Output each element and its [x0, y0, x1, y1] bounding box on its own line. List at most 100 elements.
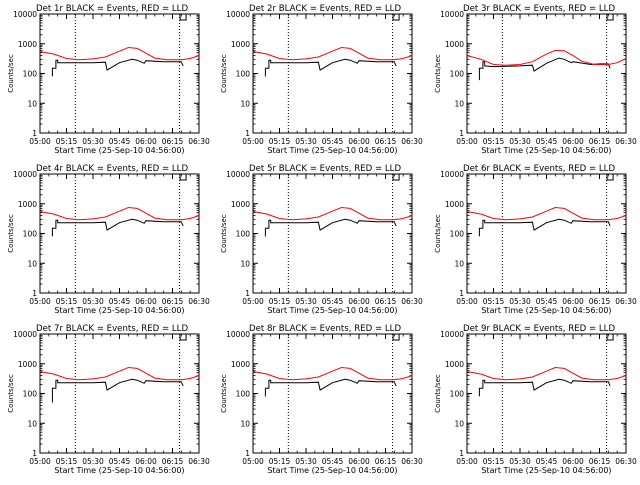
y-tick-label: 1: [32, 129, 37, 138]
x-axis-label: Start Time (25-Sep-10 04:56:00): [54, 466, 184, 475]
y-axis-label: Counts/sec: [7, 374, 15, 413]
y-axis-label: Counts/sec: [434, 214, 442, 253]
chart-title: Det 5r BLACK = Events, RED = LLD: [249, 164, 401, 174]
lld-line: [252, 206, 413, 221]
plot-frame: [39, 173, 200, 294]
y-tick-label: 10000: [440, 10, 464, 19]
x-tick-label: 05:15: [269, 457, 291, 466]
x-tick-label: 05:15: [269, 137, 291, 146]
y-tick-label: 100: [23, 230, 38, 239]
y-tick-label: 10: [240, 99, 250, 108]
x-tick-label: 05:45: [109, 137, 131, 146]
x-axis-label: Start Time (25-Sep-10 04:56:00): [481, 306, 611, 315]
y-tick-label: 1000: [445, 40, 464, 49]
y-tick-label: 10000: [440, 170, 464, 179]
x-axis-label: Start Time (25-Sep-10 04:56:00): [267, 466, 397, 475]
chart-title: Det 6r BLACK = Events, RED = LLD: [463, 164, 615, 174]
events-line: [478, 57, 611, 81]
x-tick-label: 05:45: [322, 297, 344, 306]
y-tick-label: 1000: [18, 40, 37, 49]
y-tick-label: 10000: [13, 170, 37, 179]
y-tick-label: 10000: [13, 10, 37, 19]
chart-panel-6: Det 6r BLACK = Events, RED = LLD 1 10 100 10…: [434, 164, 637, 315]
chart-panel-9: Det 9r BLACK = Events, RED = LLD 1 10 100 10…: [434, 324, 637, 475]
x-tick-label: 06:00: [562, 137, 584, 146]
y-tick-label: 100: [450, 70, 465, 79]
y-tick-label: 1000: [231, 200, 250, 209]
y-tick-label: 100: [236, 70, 251, 79]
x-tick-label: 06:15: [375, 137, 397, 146]
y-axis-label: Counts/sec: [220, 54, 228, 93]
events-line: [264, 218, 397, 237]
x-tick-label: 05:30: [82, 137, 104, 146]
lld-line: [39, 206, 200, 221]
x-tick-label: 05:45: [109, 297, 131, 306]
y-tick-label: 100: [450, 390, 465, 399]
plot-frame: [252, 13, 413, 134]
x-tick-label: 05:30: [509, 137, 531, 146]
x-tick-label: 05:15: [56, 297, 78, 306]
plot-frame: [466, 173, 627, 294]
y-tick-label: 10: [240, 259, 250, 268]
x-tick-label: 05:00: [242, 457, 264, 466]
y-tick-label: 1000: [18, 200, 37, 209]
interval-marker: [179, 14, 187, 21]
y-tick-label: 10: [240, 419, 250, 428]
chart-panel-8: Det 8r BLACK = Events, RED = LLD 1 10 100 10…: [220, 324, 423, 475]
chart-title: Det 9r BLACK = Events, RED = LLD: [463, 324, 615, 334]
events-line: [478, 218, 611, 237]
x-tick-label: 06:00: [348, 457, 370, 466]
x-tick-label: 06:15: [589, 137, 611, 146]
lld-line: [39, 366, 200, 381]
y-tick-label: 1: [245, 289, 250, 298]
x-tick-label: 06:30: [615, 137, 637, 146]
x-tick-label: 05:15: [56, 137, 78, 146]
x-tick-label: 06:00: [562, 297, 584, 306]
x-tick-label: 06:30: [615, 457, 637, 466]
chart-title: Det 4r BLACK = Events, RED = LLD: [36, 164, 188, 174]
chart-title: Det 1r BLACK = Events, RED = LLD: [36, 4, 188, 14]
x-tick-label: 06:30: [615, 297, 637, 306]
interval-marker: [179, 334, 187, 341]
x-axis-label: Start Time (25-Sep-10 04:56:00): [54, 146, 184, 155]
x-tick-label: 05:00: [242, 297, 264, 306]
chart-panel-2: Det 2r BLACK = Events, RED = LLD 1 10 100 10…: [220, 4, 423, 155]
events-line: [51, 58, 184, 77]
y-tick-label: 10000: [13, 330, 37, 339]
x-tick-label: 06:15: [375, 297, 397, 306]
lld-line: [39, 46, 200, 61]
x-tick-label: 06:30: [188, 457, 210, 466]
chart-panel-1: Det 1r BLACK = Events, RED = LLD 1 10 100 10…: [7, 4, 210, 155]
x-tick-label: 05:00: [456, 137, 478, 146]
y-tick-label: 10: [454, 259, 464, 268]
y-tick-label: 10000: [226, 10, 250, 19]
x-tick-label: 06:00: [135, 297, 157, 306]
chart-panel-5: Det 5r BLACK = Events, RED = LLD 1 10 100 10…: [220, 164, 423, 315]
lld-line: [466, 366, 627, 381]
interval-marker: [606, 174, 614, 181]
x-tick-label: 05:00: [29, 457, 51, 466]
y-axis-label: Counts/sec: [220, 374, 228, 413]
interval-marker: [179, 174, 187, 181]
y-tick-label: 1: [245, 449, 250, 458]
x-tick-label: 05:30: [295, 297, 317, 306]
y-tick-label: 100: [23, 70, 38, 79]
y-tick-label: 100: [23, 390, 38, 399]
x-tick-label: 06:00: [135, 457, 157, 466]
y-tick-label: 10: [454, 99, 464, 108]
lld-line: [466, 206, 627, 221]
y-tick-label: 100: [236, 390, 251, 399]
x-tick-label: 05:30: [295, 457, 317, 466]
x-tick-label: 05:00: [29, 297, 51, 306]
y-axis-label: Counts/sec: [434, 374, 442, 413]
x-tick-label: 05:30: [82, 457, 104, 466]
y-tick-label: 10: [454, 419, 464, 428]
chart-title: Det 2r BLACK = Events, RED = LLD: [249, 4, 401, 14]
x-tick-label: 06:15: [162, 137, 184, 146]
interval-marker: [606, 334, 614, 341]
x-tick-label: 06:15: [162, 457, 184, 466]
x-tick-label: 06:30: [188, 297, 210, 306]
lld-line: [252, 46, 413, 61]
x-tick-label: 05:30: [509, 457, 531, 466]
chart-panel-4: Det 4r BLACK = Events, RED = LLD 1 10 100 10…: [7, 164, 210, 315]
